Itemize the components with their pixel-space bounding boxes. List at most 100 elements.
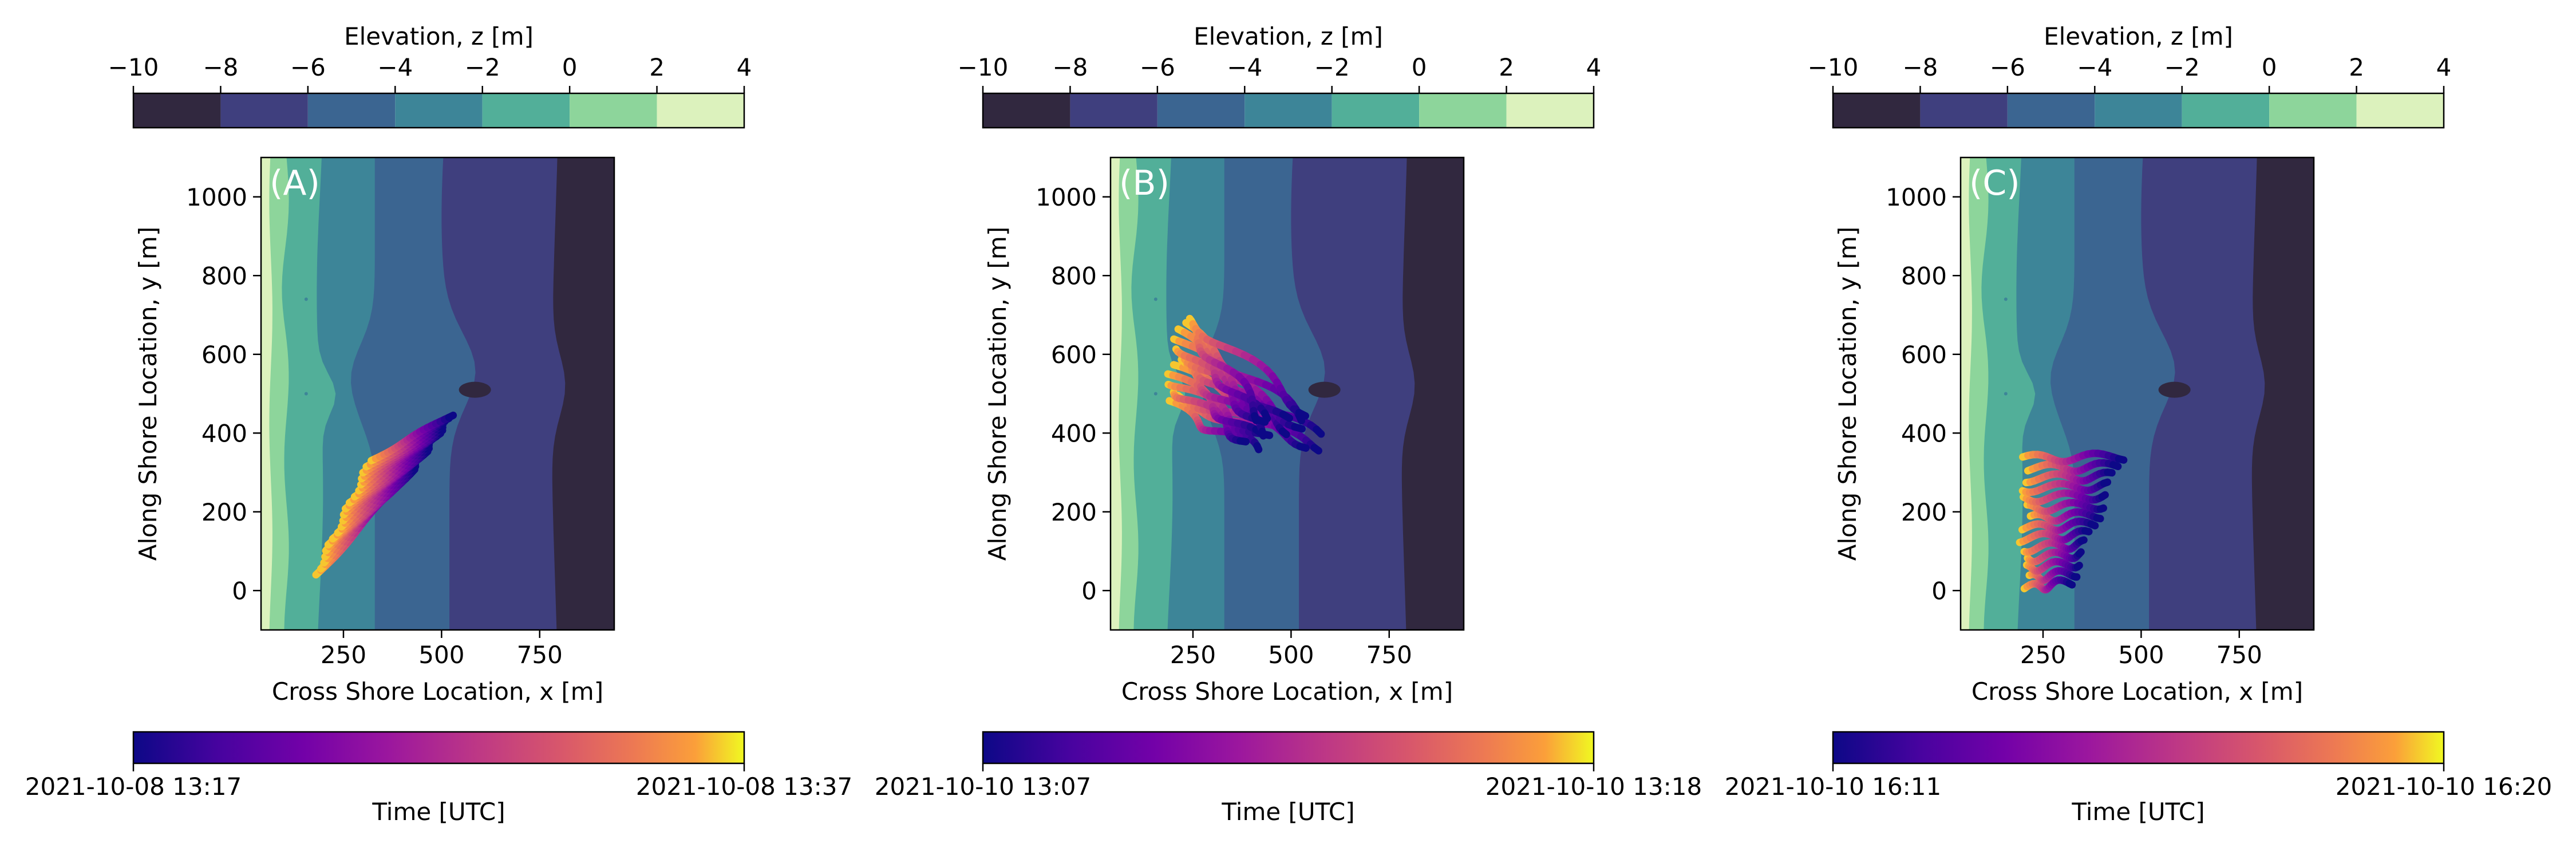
y-tick-label: 200 — [1901, 498, 1947, 526]
elevation-colorbar-label: Elevation, z [m] — [1194, 22, 1383, 50]
panel-label: (C) — [1969, 163, 2020, 203]
elevation-level-4 — [2182, 93, 2270, 128]
contour-plot — [1111, 157, 1464, 630]
elevation-level-3 — [395, 93, 483, 128]
elevation-level-5 — [1419, 93, 1507, 128]
elevation-level-4 — [1332, 93, 1420, 128]
time-colorbar-bar — [1832, 731, 2445, 765]
speck — [304, 297, 308, 301]
elevation-level-4 — [482, 93, 570, 128]
elevation-tick-label: −6 — [1140, 53, 1175, 81]
y-tick-label: 1000 — [186, 183, 247, 211]
elevation-level-5 — [570, 93, 657, 128]
elevation-tick-label: −4 — [2077, 53, 2112, 81]
elevation-level-6 — [657, 93, 744, 128]
trajectory-segment — [1236, 437, 1250, 446]
time-end-label: 2021-10-10 16:20 — [2336, 773, 2552, 801]
time-end-label: 2021-10-08 13:37 — [636, 773, 852, 801]
axes-frame — [260, 156, 615, 631]
time-start-label: 2021-10-10 13:07 — [875, 773, 1091, 801]
trajectory-segment — [2109, 461, 2122, 470]
elevation-tick-label: 2 — [1499, 53, 1514, 81]
panel-3: −10 −8 −6 −4 −2 0 2 4 Elevation, z [m] (C) 250 500 7… — [1725, 22, 2552, 826]
elevation-level-3 — [2095, 93, 2182, 128]
elevation-tick-label: −10 — [108, 53, 159, 81]
x-axis-label: Cross Shore Location, x [m] — [1971, 677, 2303, 706]
trajectory-segment — [2100, 478, 2112, 487]
elevation-tick-label: −2 — [465, 53, 500, 81]
elevation-tick-label: −6 — [1990, 53, 2025, 81]
x-tick-label: 750 — [517, 641, 563, 669]
elevation-level-5 — [2269, 93, 2357, 128]
trajectory-segment — [1313, 425, 1325, 438]
elevation-level-1 — [220, 93, 308, 128]
elevation-level-0 — [1833, 93, 1921, 128]
y-tick-label: 0 — [1081, 577, 1097, 605]
trajectory-segment — [2096, 504, 2107, 513]
y-tick-label: 800 — [202, 262, 247, 290]
speck — [1153, 392, 1157, 396]
time-end-label: 2021-10-10 13:18 — [1485, 773, 1702, 801]
panel-label: (A) — [270, 163, 320, 203]
speck — [304, 392, 308, 396]
y-tick-label: 400 — [1901, 419, 1947, 447]
elevation-tick-label: 4 — [1586, 53, 1602, 81]
elevation-band-5 — [2251, 157, 2314, 630]
elevation-tick-label: −2 — [2164, 53, 2200, 81]
elevation-colorbar-frame — [982, 92, 1595, 129]
y-axis-label: Along Shore Location, y [m] — [134, 227, 162, 561]
elevation-tick-label: 2 — [649, 53, 665, 81]
trajectory-segment — [2073, 561, 2083, 571]
time-colorbar-bar — [982, 731, 1595, 765]
y-tick-label: 600 — [1901, 341, 1947, 369]
panel-label: (B) — [1119, 163, 1170, 203]
trajectories — [1164, 314, 1325, 455]
elevation-tick-label: −2 — [1314, 53, 1350, 81]
elevation-level-2 — [1157, 93, 1245, 128]
elevation-level-3 — [1244, 93, 1332, 128]
y-tick-label: 0 — [232, 577, 247, 605]
x-tick-label: 500 — [418, 641, 464, 669]
time-colorbar: 2021-10-10 13:07 2021-10-10 13:18 Time [UT… — [875, 731, 1702, 826]
trajectories — [312, 411, 457, 579]
y-tick-label: 800 — [1901, 262, 1947, 290]
elevation-colorbar-frame — [1832, 92, 2445, 129]
trajectory-segment — [1261, 409, 1271, 423]
x-tick-label: 250 — [321, 641, 366, 669]
trajectory-segment — [1310, 444, 1322, 455]
elevation-tick-label: −8 — [1902, 53, 1938, 81]
x-tick-label: 750 — [1366, 641, 1412, 669]
elevation-tick-label: 2 — [2349, 53, 2364, 81]
y-tick-label: 200 — [1051, 498, 1097, 526]
y-tick-label: 400 — [1051, 419, 1097, 447]
deep-pocket — [459, 381, 491, 398]
trajectory-segment — [2075, 548, 2085, 558]
trajectory-segment — [1291, 423, 1306, 433]
elevation-colorbar: −10 −8 −6 −4 −2 0 2 4 Elevation, z [m] — [1808, 22, 2451, 129]
trajectory-segment — [1278, 427, 1290, 439]
contour-plot — [261, 157, 614, 630]
x-tick-label: 250 — [1170, 641, 1216, 669]
deep-pocket — [1308, 381, 1341, 398]
elevation-band-5 — [1401, 157, 1464, 630]
speck — [2004, 297, 2008, 301]
elevation-level-1 — [1070, 93, 1157, 128]
speck — [2004, 392, 2008, 396]
trajectory-segment — [2065, 580, 2076, 589]
axes-frame — [1109, 156, 1465, 631]
time-colorbar-label: Time [UTC] — [2071, 798, 2204, 826]
panel-2: −10 −8 −6 −4 −2 0 2 4 Elevation, z [m] (B) 250 500 7… — [875, 22, 1702, 826]
elevation-tick-label: 0 — [562, 53, 578, 81]
time-colorbar: 2021-10-10 16:11 2021-10-10 16:20 Time [UT… — [1725, 731, 2552, 826]
trajectory-segment — [1258, 427, 1267, 440]
elevation-level-2 — [2007, 93, 2095, 128]
elevation-tick-label: 0 — [1412, 53, 1427, 81]
elevation-tick-label: −10 — [1808, 53, 1859, 81]
x-tick-label: 750 — [2217, 641, 2262, 669]
elevation-level-6 — [1506, 93, 1594, 128]
elevation-tick-label: −8 — [1052, 53, 1088, 81]
trajectory-segment — [1251, 412, 1260, 424]
elevation-tick-label: −6 — [290, 53, 326, 81]
y-tick-label: 1000 — [1886, 183, 1947, 211]
